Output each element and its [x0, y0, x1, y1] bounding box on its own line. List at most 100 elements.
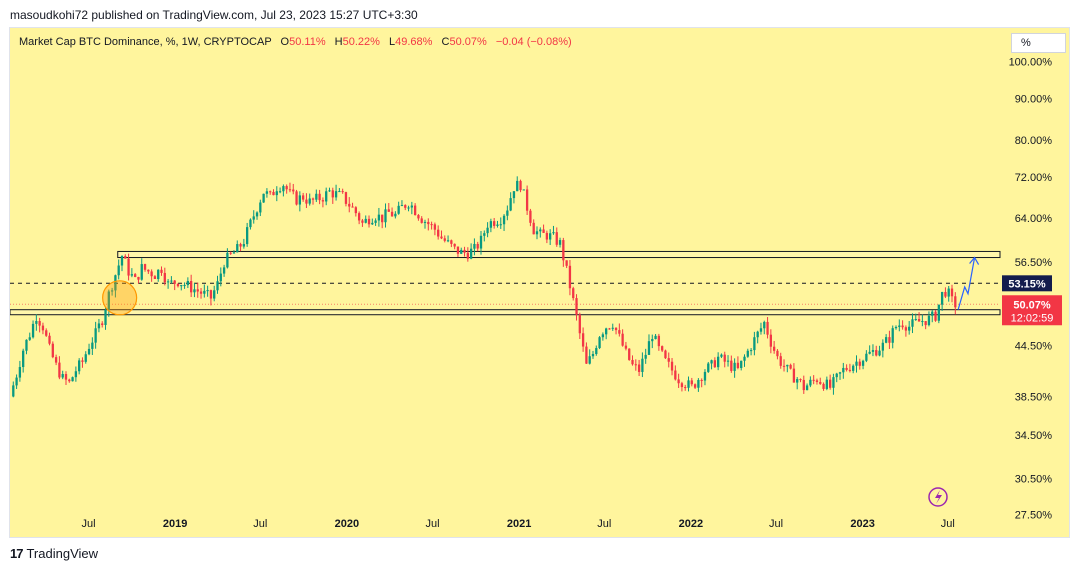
candle-body [855, 361, 858, 366]
publisher-line: masoudkohi72 published on TradingView.co… [10, 8, 418, 22]
candle-body [819, 381, 822, 384]
price-label-53: 53.15% [1002, 275, 1052, 292]
candle-body [120, 256, 124, 266]
candle-body [815, 380, 819, 382]
candle-body [12, 385, 15, 397]
candle-body [878, 350, 881, 356]
candle-body [489, 221, 493, 228]
candle-body [575, 298, 578, 315]
scale-unit-button[interactable]: % [1011, 33, 1066, 53]
candle-body [483, 233, 486, 236]
candle-body [463, 249, 466, 253]
open-value: 50.11% [289, 36, 326, 48]
candle-body [311, 198, 315, 200]
x-tick-label: 2020 [335, 518, 359, 530]
chart-canvas[interactable]: 53.15%50.07%12:02:59 100.00%90.00%80.00%… [10, 28, 1069, 537]
candle-body [292, 189, 295, 192]
candle-body [443, 238, 446, 241]
candle-body [624, 345, 628, 349]
candle-body [114, 275, 117, 291]
candle-body [884, 337, 888, 343]
candle-body [166, 281, 170, 283]
y-tick-label: 38.50% [1015, 391, 1053, 403]
candle-body [944, 291, 947, 297]
candle-body [68, 379, 71, 382]
candle-body [371, 222, 374, 225]
candle-body [512, 191, 516, 199]
candle-body [117, 265, 120, 276]
close-value: 50.07% [449, 36, 487, 48]
candle-body [272, 191, 275, 196]
candle-body [54, 357, 58, 363]
chart-frame[interactable]: 53.15% 50.07% 12:02:59 100.00% 90.00% 80.00%… [9, 27, 1070, 538]
candle-body [31, 323, 35, 338]
candle-body [387, 209, 390, 212]
candle-body [940, 291, 944, 305]
legend-ohlc: Market Cap BTC Dominance, %, 1W, CRYPTOC… [19, 36, 572, 48]
price-label-text: 53.15% [1008, 278, 1046, 290]
candle-body [216, 281, 219, 291]
candle-body [720, 354, 723, 357]
candle-body [555, 232, 558, 245]
candle-body [493, 221, 496, 226]
candle-body [381, 214, 384, 223]
candle-body [558, 240, 562, 245]
candle-body [176, 283, 180, 287]
candle-body [357, 213, 361, 221]
candle-body [634, 364, 637, 366]
candle-body [150, 271, 153, 277]
candle-body [394, 213, 397, 217]
candle-body [226, 252, 229, 268]
candle-body [219, 273, 222, 282]
candle-body [581, 333, 585, 347]
candle-body [466, 252, 469, 259]
candle-body [180, 285, 183, 287]
candle-body [914, 319, 917, 321]
y-tick-label: 44.50% [1015, 341, 1053, 353]
candle-body [78, 360, 81, 372]
candle-body [18, 367, 22, 378]
candle-body [265, 191, 269, 194]
candle-body [64, 374, 68, 380]
tradingview-logo-icon: 17 [10, 546, 24, 561]
candle-body [285, 186, 288, 190]
candle-body [315, 193, 318, 200]
candle-body [779, 356, 782, 366]
candle-body [242, 244, 246, 247]
candle-body [654, 335, 657, 340]
candle-body [367, 218, 371, 225]
projection-arrowhead [969, 256, 980, 265]
x-tick-label: 2019 [163, 518, 187, 530]
candle-body [232, 252, 236, 254]
candle-body [417, 215, 420, 219]
candle-body [193, 289, 196, 293]
candle-body [611, 327, 614, 329]
candle-body [473, 243, 476, 249]
candle-body [664, 350, 667, 359]
candle-body [479, 235, 483, 249]
candle-body [812, 379, 815, 381]
candle-body [456, 246, 460, 254]
candle-body [858, 361, 861, 366]
candle-body [107, 291, 110, 311]
candle-body [601, 334, 605, 338]
candle-body [338, 191, 341, 193]
candle-body [677, 379, 680, 384]
x-tick-label: Jul [769, 518, 783, 530]
candle-body [687, 380, 690, 388]
candle-body [868, 351, 871, 354]
candle-body [875, 350, 878, 356]
candle-body [934, 311, 937, 321]
candle-body [618, 330, 621, 334]
footer-brand[interactable]: 17 TradingView [10, 546, 98, 561]
candle-body [420, 218, 423, 223]
candle-body [58, 362, 61, 378]
candle-body [743, 356, 746, 361]
candle-body [328, 190, 331, 192]
candle-body [529, 210, 532, 223]
candle-body [476, 243, 479, 249]
candle-body [937, 304, 940, 321]
candle-body [572, 288, 575, 299]
x-tick-label: Jul [941, 518, 955, 530]
candle-body [769, 334, 773, 347]
